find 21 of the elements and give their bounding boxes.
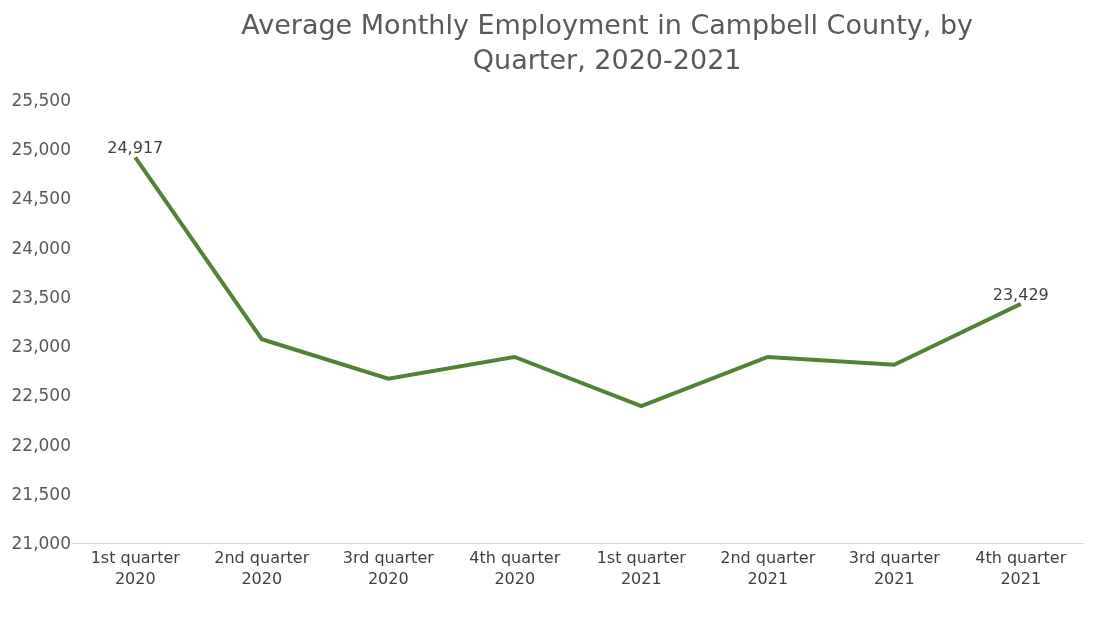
x-tick-label: 1st quarter 2020 bbox=[90, 548, 181, 588]
x-tick-label: 2nd quarter 2020 bbox=[214, 548, 310, 588]
x-tick-label: 2nd quarter 2021 bbox=[720, 548, 816, 588]
x-tick-label: 1st quarter 2021 bbox=[596, 548, 687, 588]
data-label: 23,429 bbox=[992, 284, 1049, 304]
x-tick-label: 4th quarter 2021 bbox=[975, 548, 1067, 588]
y-tick-label: 21,500 bbox=[11, 483, 71, 504]
y-tick-label: 25,000 bbox=[11, 139, 71, 160]
x-tick-label: 4th quarter 2020 bbox=[469, 548, 561, 588]
y-tick-label: 23,500 bbox=[11, 286, 71, 307]
chart-title: Average Monthly Employment in Campbell County, by Quarter, 2020-2021 bbox=[241, 8, 974, 76]
y-tick-label: 22,500 bbox=[11, 385, 71, 406]
y-tick-label: 22,000 bbox=[11, 434, 71, 455]
y-tick-label: 24,000 bbox=[11, 237, 71, 258]
x-tick-label: 3rd quarter 2020 bbox=[342, 548, 435, 588]
y-tick-label: 23,000 bbox=[11, 336, 71, 357]
y-tick-label: 24,500 bbox=[11, 188, 71, 209]
y-tick-label: 25,500 bbox=[11, 89, 71, 110]
x-tick-label: 3rd quarter 2021 bbox=[848, 548, 941, 588]
y-tick-label: 21,000 bbox=[11, 532, 71, 553]
data-label: 24,917 bbox=[107, 138, 164, 158]
